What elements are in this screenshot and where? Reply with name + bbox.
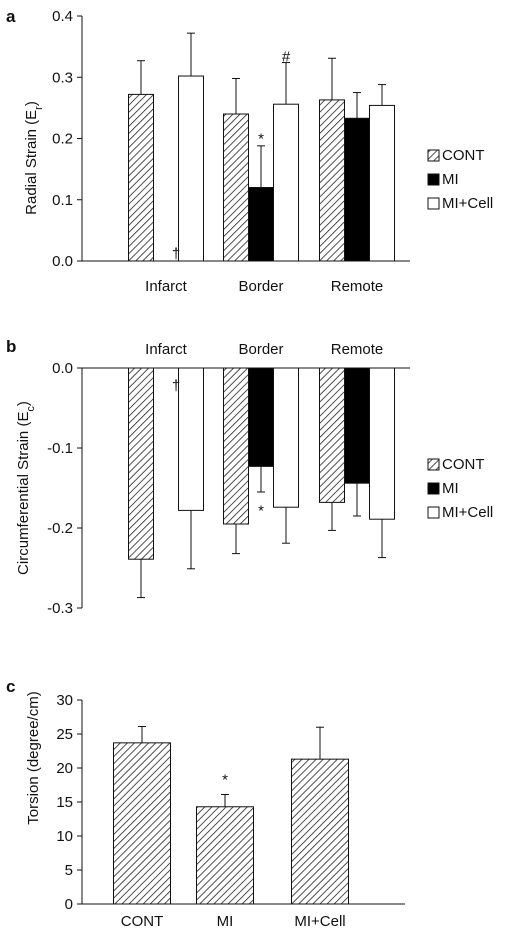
error-bar-b-1-1 bbox=[257, 466, 265, 493]
y-tick-label-c-5: 25 bbox=[56, 726, 73, 743]
y-tick-label-a-3: 0.3 bbox=[52, 69, 73, 86]
error-bar-b-2-2 bbox=[378, 519, 386, 559]
annotation-a-0: † bbox=[172, 246, 180, 263]
y-tick-label-c-0: 0 bbox=[65, 896, 73, 913]
bar-b-mi-cell-remote bbox=[369, 367, 395, 520]
legend-label-mi-legend-b: MI bbox=[442, 480, 459, 497]
category-label-c-1: MI bbox=[217, 913, 234, 930]
y-tick-label-a-0: 0.0 bbox=[52, 253, 73, 270]
category-label-c-2: MI+Cell bbox=[294, 913, 345, 930]
bar-b-cont-remote bbox=[319, 367, 345, 503]
legend-swatch-mi_cell-legend-a bbox=[427, 197, 440, 210]
category-label-b-2: Remote bbox=[331, 341, 384, 358]
y-tick-label-c-6: 30 bbox=[56, 692, 73, 709]
bar-b-mi-border bbox=[248, 367, 274, 467]
bar-a-mi-cell-border bbox=[273, 103, 299, 262]
bar-a-mi-cell-infarct bbox=[178, 75, 204, 262]
category-label-a-0: Infarct bbox=[145, 278, 188, 295]
bar-a-cont-border bbox=[223, 113, 249, 262]
bar-c-series-cont bbox=[113, 742, 171, 905]
panel-a-radial-strain-chart: 0.00.10.20.30.4 Infarct Border Remote †*# … bbox=[23, 8, 410, 295]
bar-c-series-mi bbox=[196, 806, 254, 905]
annotation-c-0: * bbox=[222, 772, 228, 789]
bar-c-series-mi-cell bbox=[291, 758, 349, 905]
panel-c-torsion-chart: 0 5 10 15 20 25 30 CONT MI MI+Cell * Torsion (de… bbox=[25, 691, 405, 930]
y-tick-label-c-4: 20 bbox=[56, 760, 73, 777]
annotation-a-2: # bbox=[282, 48, 291, 65]
legend-label-cont-legend-b: CONT bbox=[442, 456, 485, 473]
error-bar-b-2-0 bbox=[187, 510, 195, 570]
error-bar-c-0-2 bbox=[316, 726, 324, 760]
legend-swatch-mi_cell-legend-b bbox=[427, 506, 440, 519]
y-tick-label-c-3: 15 bbox=[56, 794, 73, 811]
error-bar-a-0-0 bbox=[137, 60, 145, 95]
y-tick-label-c-2: 10 bbox=[56, 828, 73, 845]
legend-b: CONT MI MI+Cell bbox=[427, 456, 493, 521]
y-axis-label-b: Circumferential Strain (Ec) bbox=[15, 401, 37, 575]
panel-b-circumferential-strain-chart: 0.0 -0.1 -0.2 -0.3 Infarct Border Remote † * C… bbox=[15, 341, 410, 617]
legend-swatch-cont-legend-b bbox=[427, 458, 440, 471]
error-bar-a-2-2 bbox=[378, 84, 386, 106]
error-bar-b-2-1 bbox=[282, 507, 290, 544]
y-tick-label-b-3: -0.3 bbox=[47, 600, 73, 617]
bar-b-cont-border bbox=[223, 367, 249, 525]
legend-swatch-cont-legend-a bbox=[427, 149, 440, 162]
bar-a-cont-remote bbox=[319, 99, 345, 262]
panel-letter-c: c bbox=[6, 677, 15, 696]
bar-a-mi-cell-remote bbox=[369, 104, 395, 262]
error-bar-a-1-2 bbox=[353, 92, 361, 119]
y-axis-label-c: Torsion (degree/cm) bbox=[25, 691, 42, 824]
annotation-a-1: * bbox=[258, 131, 264, 148]
annotation-b-0: † bbox=[172, 378, 180, 395]
legend-label-mi_cell-legend-b: MI+Cell bbox=[442, 504, 493, 521]
y-tick-label-a-4: 0.4 bbox=[52, 8, 73, 25]
category-label-a-1: Border bbox=[238, 278, 283, 295]
legend-a: CONT MI MI+Cell bbox=[427, 147, 493, 212]
error-bar-a-0-1 bbox=[232, 77, 240, 114]
bar-a-mi-border bbox=[248, 187, 274, 262]
bar-b-cont-infarct bbox=[128, 367, 154, 560]
error-bar-c-0-1 bbox=[221, 794, 229, 807]
bar-b-mi-remote bbox=[344, 367, 370, 484]
error-bar-a-2-0 bbox=[187, 32, 195, 77]
y-tick-label-b-0: 0.0 bbox=[52, 360, 73, 377]
bar-a-mi-remote bbox=[344, 117, 370, 262]
category-label-c-0: CONT bbox=[121, 913, 164, 930]
error-bar-b-0-0 bbox=[137, 559, 145, 599]
error-bar-a-2-1 bbox=[282, 62, 290, 105]
y-tick-label-a-1: 0.1 bbox=[52, 192, 73, 209]
error-bar-b-0-1 bbox=[232, 524, 240, 555]
legend-swatch-mi-legend-a bbox=[427, 173, 440, 186]
bar-b-mi-cell-infarct bbox=[178, 367, 204, 511]
category-label-a-2: Remote bbox=[331, 278, 384, 295]
panel-letter-b: b bbox=[6, 337, 16, 356]
legend-label-mi_cell-legend-a: MI+Cell bbox=[442, 195, 493, 212]
legend-label-cont-legend-a: CONT bbox=[442, 147, 485, 164]
error-bar-b-0-2 bbox=[328, 502, 336, 531]
error-bar-c-0-0 bbox=[138, 726, 146, 743]
bar-a-cont-infarct bbox=[128, 93, 154, 262]
bar-b-mi-cell-border bbox=[273, 367, 299, 508]
panel-letter-a: a bbox=[6, 7, 16, 26]
error-bar-a-0-2 bbox=[328, 57, 336, 100]
error-bar-a-1-1 bbox=[257, 145, 265, 188]
y-tick-label-a-2: 0.2 bbox=[52, 131, 73, 148]
y-tick-label-b-2: -0.2 bbox=[47, 520, 73, 537]
category-label-b-1: Border bbox=[238, 341, 283, 358]
category-label-b-0: Infarct bbox=[145, 341, 188, 358]
y-tick-label-b-1: -0.1 bbox=[47, 440, 73, 457]
y-tick-label-c-1: 5 bbox=[65, 862, 73, 879]
legend-swatch-mi-legend-b bbox=[427, 482, 440, 495]
annotation-b-1: * bbox=[258, 502, 264, 519]
error-bar-b-1-2 bbox=[353, 483, 361, 517]
y-axis-label-a: Radial Strain (Er) bbox=[23, 101, 45, 215]
legend-label-mi-legend-a: MI bbox=[442, 171, 459, 188]
